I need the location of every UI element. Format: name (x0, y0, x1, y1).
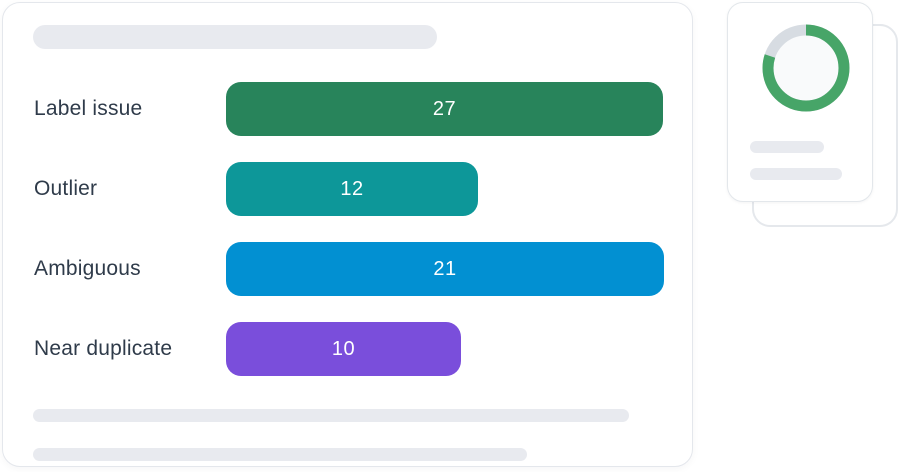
donut-green-arc (762, 24, 850, 112)
side-placeholder-bar-2 (750, 168, 842, 180)
bar-row: Near duplicate 10 (34, 322, 674, 376)
bar-category-label: Near duplicate (34, 337, 173, 360)
donut-chart (762, 24, 850, 112)
side-placeholder-bar-1 (750, 141, 824, 153)
donut-hole (773, 35, 839, 101)
bar-row: Outlier 12 (34, 162, 674, 216)
chart-card: Label issue 27 Outlier 12 Ambiguous 21 Near du… (2, 2, 693, 467)
bar-value-label: 12 (340, 177, 364, 200)
bar-row: Label issue 27 (34, 82, 674, 136)
bar-near-duplicate: 10 (226, 322, 461, 376)
footer-placeholder-bar-1 (33, 409, 629, 422)
bar-value-label: 27 (432, 97, 457, 120)
bar-outlier: 12 (226, 162, 478, 216)
footer-placeholder-bar-2 (33, 448, 527, 461)
bar-category-label: Outlier (34, 177, 98, 200)
donut-card (727, 2, 873, 202)
bar-rows: Label issue 27 Outlier 12 Ambiguous 21 Near du… (34, 82, 674, 402)
bar-value-label: 10 (331, 337, 356, 360)
bar-category-label: Label issue (34, 97, 143, 120)
donut-svg (762, 24, 850, 112)
bar-label-issue: 27 (226, 82, 663, 136)
bar-value-label: 21 (433, 257, 457, 280)
bar-row: Ambiguous 21 (34, 242, 674, 296)
title-placeholder-bar (33, 25, 437, 49)
bar-ambiguous: 21 (226, 242, 664, 296)
bar-category-label: Ambiguous (34, 257, 141, 280)
